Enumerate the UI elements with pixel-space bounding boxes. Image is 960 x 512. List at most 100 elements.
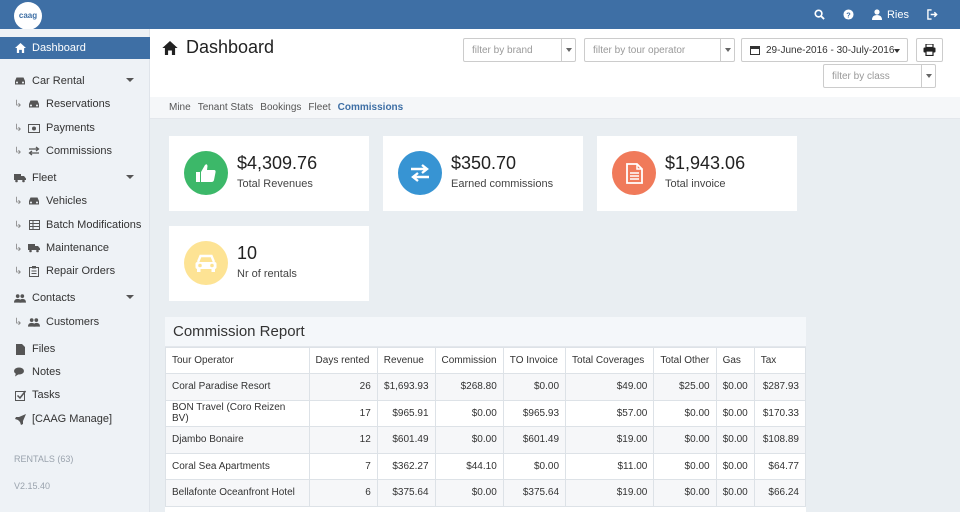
sidebar-item-contacts[interactable]: Contacts — [0, 287, 150, 309]
column-header[interactable]: Total Other — [653, 347, 717, 374]
column-header[interactable]: Commission — [434, 347, 504, 374]
sidebar-item-vehicles[interactable]: ↳ Vehicles — [0, 190, 150, 212]
sidebar-item-maintenance[interactable]: ↳ Maintenance — [0, 237, 150, 259]
document-icon — [612, 151, 656, 195]
sidebar-item-reservations[interactable]: ↳ Reservations — [0, 93, 150, 115]
table-cell: $49.00 — [565, 373, 655, 401]
table-cell: $108.89 — [753, 426, 806, 454]
print-icon — [923, 44, 936, 56]
sidebar: Dashboard Car Rental ↳ Reservations ↳ Pa… — [0, 29, 150, 512]
date-range-text: 29-June-2016 - 30-July-2016 — [766, 44, 895, 56]
table-cell: $1,693.93 — [376, 373, 436, 401]
stat-value: $350.70 — [451, 153, 517, 173]
rentals-count: RENTALS (63) — [14, 454, 74, 464]
tab-commissions[interactable]: Commissions — [337, 102, 404, 113]
stat-card-total-invoice: $1,943.06 Total invoice — [597, 136, 797, 211]
sidebar-item-batch-modifications[interactable]: ↳ Batch Modifications — [0, 214, 150, 236]
sidebar-item-caag-manage[interactable]: [CAAG Manage] — [0, 408, 150, 430]
sidebar-item-car-rental[interactable]: Car Rental — [0, 70, 150, 92]
column-header[interactable]: TO Invoice — [502, 347, 567, 374]
table-cell: $0.00 — [434, 399, 504, 427]
column-header[interactable]: Revenue — [376, 347, 436, 374]
chevron-down-icon[interactable] — [561, 39, 575, 61]
table-cell: $287.93 — [753, 373, 806, 401]
column-header[interactable]: Days rented — [308, 347, 378, 374]
stat-label: Total Revenues — [237, 178, 313, 190]
chevron-down-icon[interactable] — [720, 39, 734, 61]
report-title: Commission Report — [165, 317, 806, 347]
sub-arrow-icon: ↳ — [14, 316, 23, 328]
table-row: BON Travel (Coro Reizen BV) 17 $965.91 $… — [165, 399, 806, 427]
table-row: Djambo Bonaire 12 $601.49 $0.00 $601.49 … — [165, 426, 806, 454]
table-cell: $0.00 — [434, 479, 504, 507]
sidebar-item-dashboard[interactable]: Dashboard — [0, 37, 150, 59]
column-header[interactable]: Tax — [753, 347, 806, 374]
chevron-down-icon[interactable] — [126, 78, 134, 82]
chevron-down-icon[interactable] — [126, 175, 134, 179]
car-icon — [14, 75, 26, 87]
page-title: Dashboard — [162, 37, 274, 58]
table-cell: $965.93 — [502, 399, 567, 427]
sidebar-item-repair-orders[interactable]: ↳ Repair Orders — [0, 260, 150, 282]
filter-class-placeholder: filter by class — [832, 70, 890, 82]
logout-icon[interactable] — [927, 9, 938, 20]
tab-tenant-stats[interactable]: Tenant Stats — [197, 102, 254, 113]
table-cell: $0.00 — [502, 452, 567, 480]
table-cell: $0.00 — [715, 373, 755, 401]
sidebar-item-label: Maintenance — [46, 242, 109, 254]
user-menu[interactable]: Ries — [871, 8, 909, 21]
sidebar-item-label: [CAAG Manage] — [32, 413, 113, 425]
column-header[interactable]: Total Coverages — [565, 347, 655, 374]
help-icon[interactable]: ? — [843, 9, 854, 20]
filter-brand-select[interactable]: filter by brand — [463, 38, 576, 62]
page-header: Dashboard filter by brand filter by tour… — [150, 29, 960, 97]
chevron-down-icon[interactable] — [921, 65, 935, 87]
sidebar-item-label: Dashboard — [32, 42, 86, 54]
chevron-down-icon[interactable] — [126, 295, 134, 299]
table-cell: $0.00 — [715, 479, 755, 507]
column-header[interactable]: Gas — [715, 347, 755, 374]
car-icon — [184, 241, 228, 285]
sidebar-item-label: Commissions — [46, 145, 113, 157]
search-icon[interactable] — [814, 9, 825, 20]
table-header-row: Tour Operator Days rented Revenue Commis… — [165, 347, 806, 374]
column-header[interactable]: Tour Operator — [165, 347, 310, 374]
print-button[interactable] — [916, 38, 943, 62]
sidebar-item-commissions[interactable]: ↳ Commissions — [0, 140, 150, 162]
user-name: Ries — [886, 8, 909, 21]
sidebar-item-label: Files — [32, 343, 56, 355]
tab-bookings[interactable]: Bookings — [260, 102, 302, 113]
page-title-text: Dashboard — [186, 37, 275, 57]
table-cell: $362.27 — [376, 452, 436, 480]
sidebar-item-label: Repair Orders — [46, 265, 116, 277]
date-range-picker[interactable]: 29-June-2016 - 30-July-2016 — [741, 38, 908, 62]
money-icon — [28, 122, 40, 134]
sidebar-item-fleet[interactable]: Fleet — [0, 167, 150, 189]
table-cell: $375.64 — [376, 479, 436, 507]
sidebar-item-label: Reservations — [46, 98, 111, 110]
exchange-icon — [28, 145, 40, 157]
app-logo[interactable]: caag — [14, 2, 42, 30]
clipboard-icon — [28, 265, 40, 277]
sidebar-item-customers[interactable]: ↳ Customers — [0, 311, 150, 333]
sub-arrow-icon: ↳ — [14, 145, 23, 157]
stat-label: Nr of rentals — [237, 268, 297, 280]
table-icon — [28, 219, 40, 231]
sidebar-item-tasks[interactable]: Tasks — [0, 384, 150, 406]
table-cell: $0.00 — [653, 479, 717, 507]
filter-class-select[interactable]: filter by class — [823, 64, 936, 88]
dashboard-tabs: Mine Tenant Stats Bookings Fleet Commiss… — [150, 97, 960, 119]
sidebar-item-label: Car Rental — [32, 75, 85, 87]
sidebar-item-files[interactable]: Files — [0, 338, 150, 360]
table-cell: 7 — [308, 452, 378, 480]
filter-tour-operator-select[interactable]: filter by tour operator — [584, 38, 735, 62]
sidebar-item-notes[interactable]: Notes — [0, 361, 150, 383]
stat-card-total-revenues: $4,309.76 Total Revenues — [169, 136, 369, 211]
table-cell: $965.91 — [376, 399, 436, 427]
tab-fleet[interactable]: Fleet — [308, 102, 331, 113]
table-cell: Coral Sea Apartments — [165, 452, 310, 480]
sidebar-item-payments[interactable]: ↳ Payments — [0, 117, 150, 139]
table-cell: $19.00 — [565, 426, 655, 454]
table-cell: $25.00 — [653, 373, 717, 401]
tab-mine[interactable]: Mine — [169, 102, 191, 113]
